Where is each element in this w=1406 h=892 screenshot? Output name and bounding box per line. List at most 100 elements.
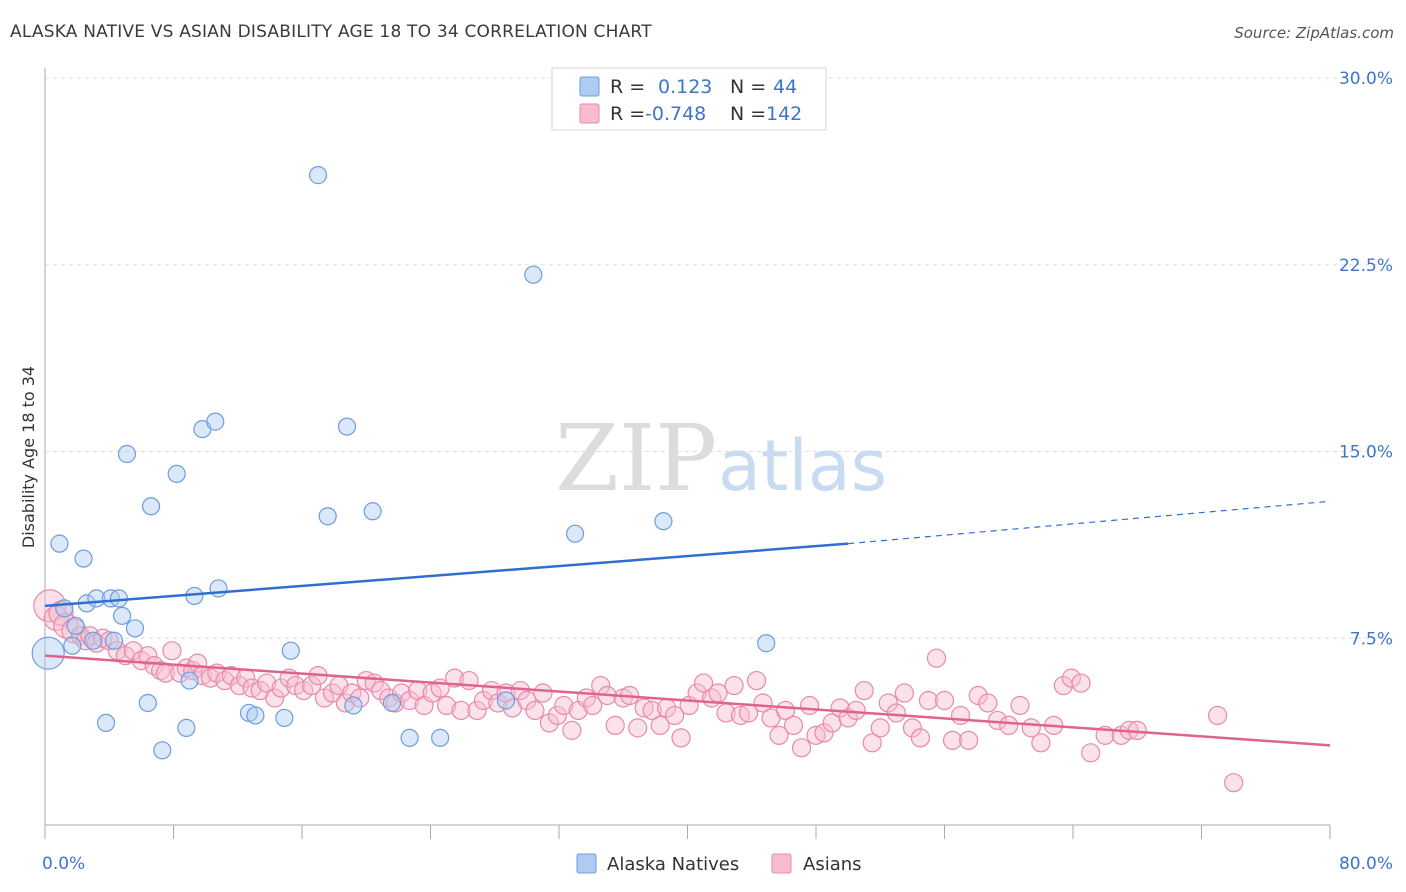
point-asian: [926, 648, 947, 668]
point-asian: [671, 728, 691, 748]
point-asian: [934, 690, 955, 711]
point-asian: [870, 718, 890, 738]
point-asian: [99, 631, 119, 651]
point-alaska: [112, 606, 132, 625]
chart-title: ALASKA NATIVE VS ASIAN DISABILITY AGE 18…: [10, 22, 652, 42]
point-asian: [628, 718, 648, 738]
point-asian: [746, 670, 767, 691]
point-asian: [1031, 733, 1051, 753]
trend-line-asian: [44, 654, 1331, 747]
point-alaska: [206, 412, 225, 431]
point-asian: [350, 688, 370, 708]
point-asian: [650, 715, 670, 736]
legend-n-label-alaska: N =: [730, 76, 766, 98]
point-asian: [1061, 668, 1081, 688]
point-asian: [634, 698, 654, 718]
point-alaska: [125, 619, 145, 638]
point-alaska: [180, 671, 199, 690]
legend-r-value-asian: -0.748: [645, 103, 706, 125]
point-alaska: [31, 636, 65, 670]
point-asian: [730, 705, 751, 726]
point-asian: [854, 680, 874, 701]
point-alaska: [496, 691, 516, 710]
legend-r-value-alaska: 0.123: [658, 76, 712, 98]
point-asian: [391, 683, 412, 703]
trend-line-alaska-projection: [848, 500, 1331, 545]
point-alaska: [337, 417, 357, 436]
point-alaska: [109, 589, 128, 608]
point-asian: [642, 700, 662, 721]
point-alaska: [55, 599, 74, 618]
legend-r-label-asian: R =: [610, 103, 645, 125]
y-tick-label-1: 15.0%: [1339, 443, 1393, 463]
point-asian: [1071, 673, 1091, 693]
watermark-zip: ZIP: [555, 405, 717, 512]
legend-r-label-alaska: R =: [610, 76, 645, 98]
legend-swatch-alaska: [579, 76, 600, 97]
point-asian: [605, 715, 625, 736]
point-asian: [322, 683, 343, 703]
point-asian: [473, 690, 494, 711]
point-alaska: [50, 534, 69, 553]
point-alaska: [209, 579, 228, 598]
point-alaska: [363, 502, 382, 521]
x-tick-label-0: 0.0%: [42, 854, 85, 874]
x-tick-label-1: 80.0%: [1339, 854, 1393, 874]
point-asian: [769, 725, 789, 745]
point-asian: [902, 718, 922, 738]
point-asian: [799, 695, 820, 716]
trend-line-alaska: [44, 542, 849, 608]
point-asian: [138, 646, 158, 666]
source-label: Source: ZipAtlas.com: [1234, 24, 1394, 42]
point-asian: [894, 683, 914, 703]
point-alaska: [275, 708, 294, 728]
point-asian: [371, 680, 391, 701]
point-alaska: [400, 728, 419, 747]
point-asian: [978, 693, 998, 713]
point-asian: [910, 728, 931, 748]
bottom-legend-swatch-asian: [771, 853, 792, 874]
point-asian: [123, 641, 143, 661]
point-asian: [724, 675, 744, 696]
point-asian: [539, 713, 559, 733]
point-alaska: [66, 616, 85, 635]
point-asian: [814, 723, 834, 743]
point-alaska: [74, 549, 93, 568]
point-alaska: [177, 718, 196, 737]
point-alaska: [96, 713, 116, 733]
point-asian: [886, 703, 906, 723]
point-alaska: [138, 693, 157, 713]
point-asian: [783, 715, 804, 736]
watermark-atlas: atlas: [718, 425, 887, 507]
point-asian: [950, 705, 971, 726]
point-alaska: [281, 641, 300, 660]
point-asian: [517, 690, 537, 711]
point-asian: [554, 695, 574, 716]
point-alaska: [757, 634, 776, 653]
series-asians: [33, 589, 1244, 793]
series-legend: Alaska Natives Asians: [576, 853, 862, 875]
point-asian: [878, 693, 898, 713]
legend-swatch-asian: [579, 103, 600, 124]
y-axis-label: Disability Age 18 to 34: [19, 366, 38, 548]
point-asian: [806, 725, 826, 745]
bottom-legend-label-asian: Asians: [803, 854, 862, 875]
point-asian: [838, 708, 858, 728]
point-asian: [356, 670, 376, 691]
point-asian: [1207, 705, 1228, 726]
x-tick-labels: 0.0% 80.0%: [42, 854, 1393, 874]
point-asian: [791, 738, 812, 758]
point-asian: [1081, 743, 1101, 763]
point-alaska: [246, 706, 265, 725]
point-asian: [708, 683, 728, 703]
point-alaska: [382, 693, 402, 713]
point-asian: [846, 700, 866, 721]
point-asian: [265, 688, 285, 708]
point-alaska: [167, 464, 186, 484]
point-asian: [918, 690, 939, 711]
point-asian: [533, 683, 553, 703]
trend-lines: [44, 500, 1331, 747]
point-alaska: [524, 265, 543, 284]
point-alaska: [344, 696, 363, 715]
